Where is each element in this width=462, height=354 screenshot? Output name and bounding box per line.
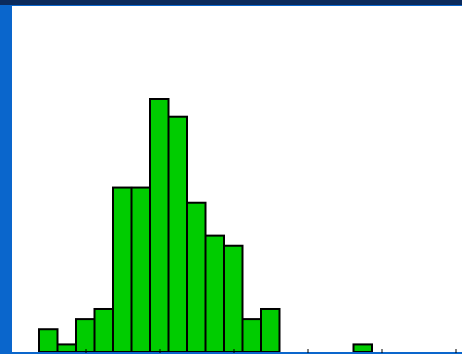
histogram-bar-7: [149, 98, 170, 353]
histogram-chart: [12, 98, 462, 354]
plot-area: [12, 6, 462, 354]
histogram-bar-18: [352, 343, 373, 354]
histogram-bar-1: [38, 328, 59, 354]
histogram-bar-6: [130, 186, 151, 353]
histogram-bar-11: [223, 244, 244, 354]
histogram-bar-12: [241, 318, 262, 353]
histogram-bar-4: [93, 307, 114, 353]
histogram-bar-13: [260, 307, 281, 353]
window-top-border: [0, 0, 462, 5]
histogram-bar-3: [75, 318, 96, 353]
histogram-bar-5: [112, 186, 133, 353]
histogram-bar-8: [167, 115, 188, 353]
histogram-bar-10: [204, 234, 225, 353]
histogram-bar-2: [56, 343, 77, 354]
histogram-bar-9: [186, 201, 207, 353]
